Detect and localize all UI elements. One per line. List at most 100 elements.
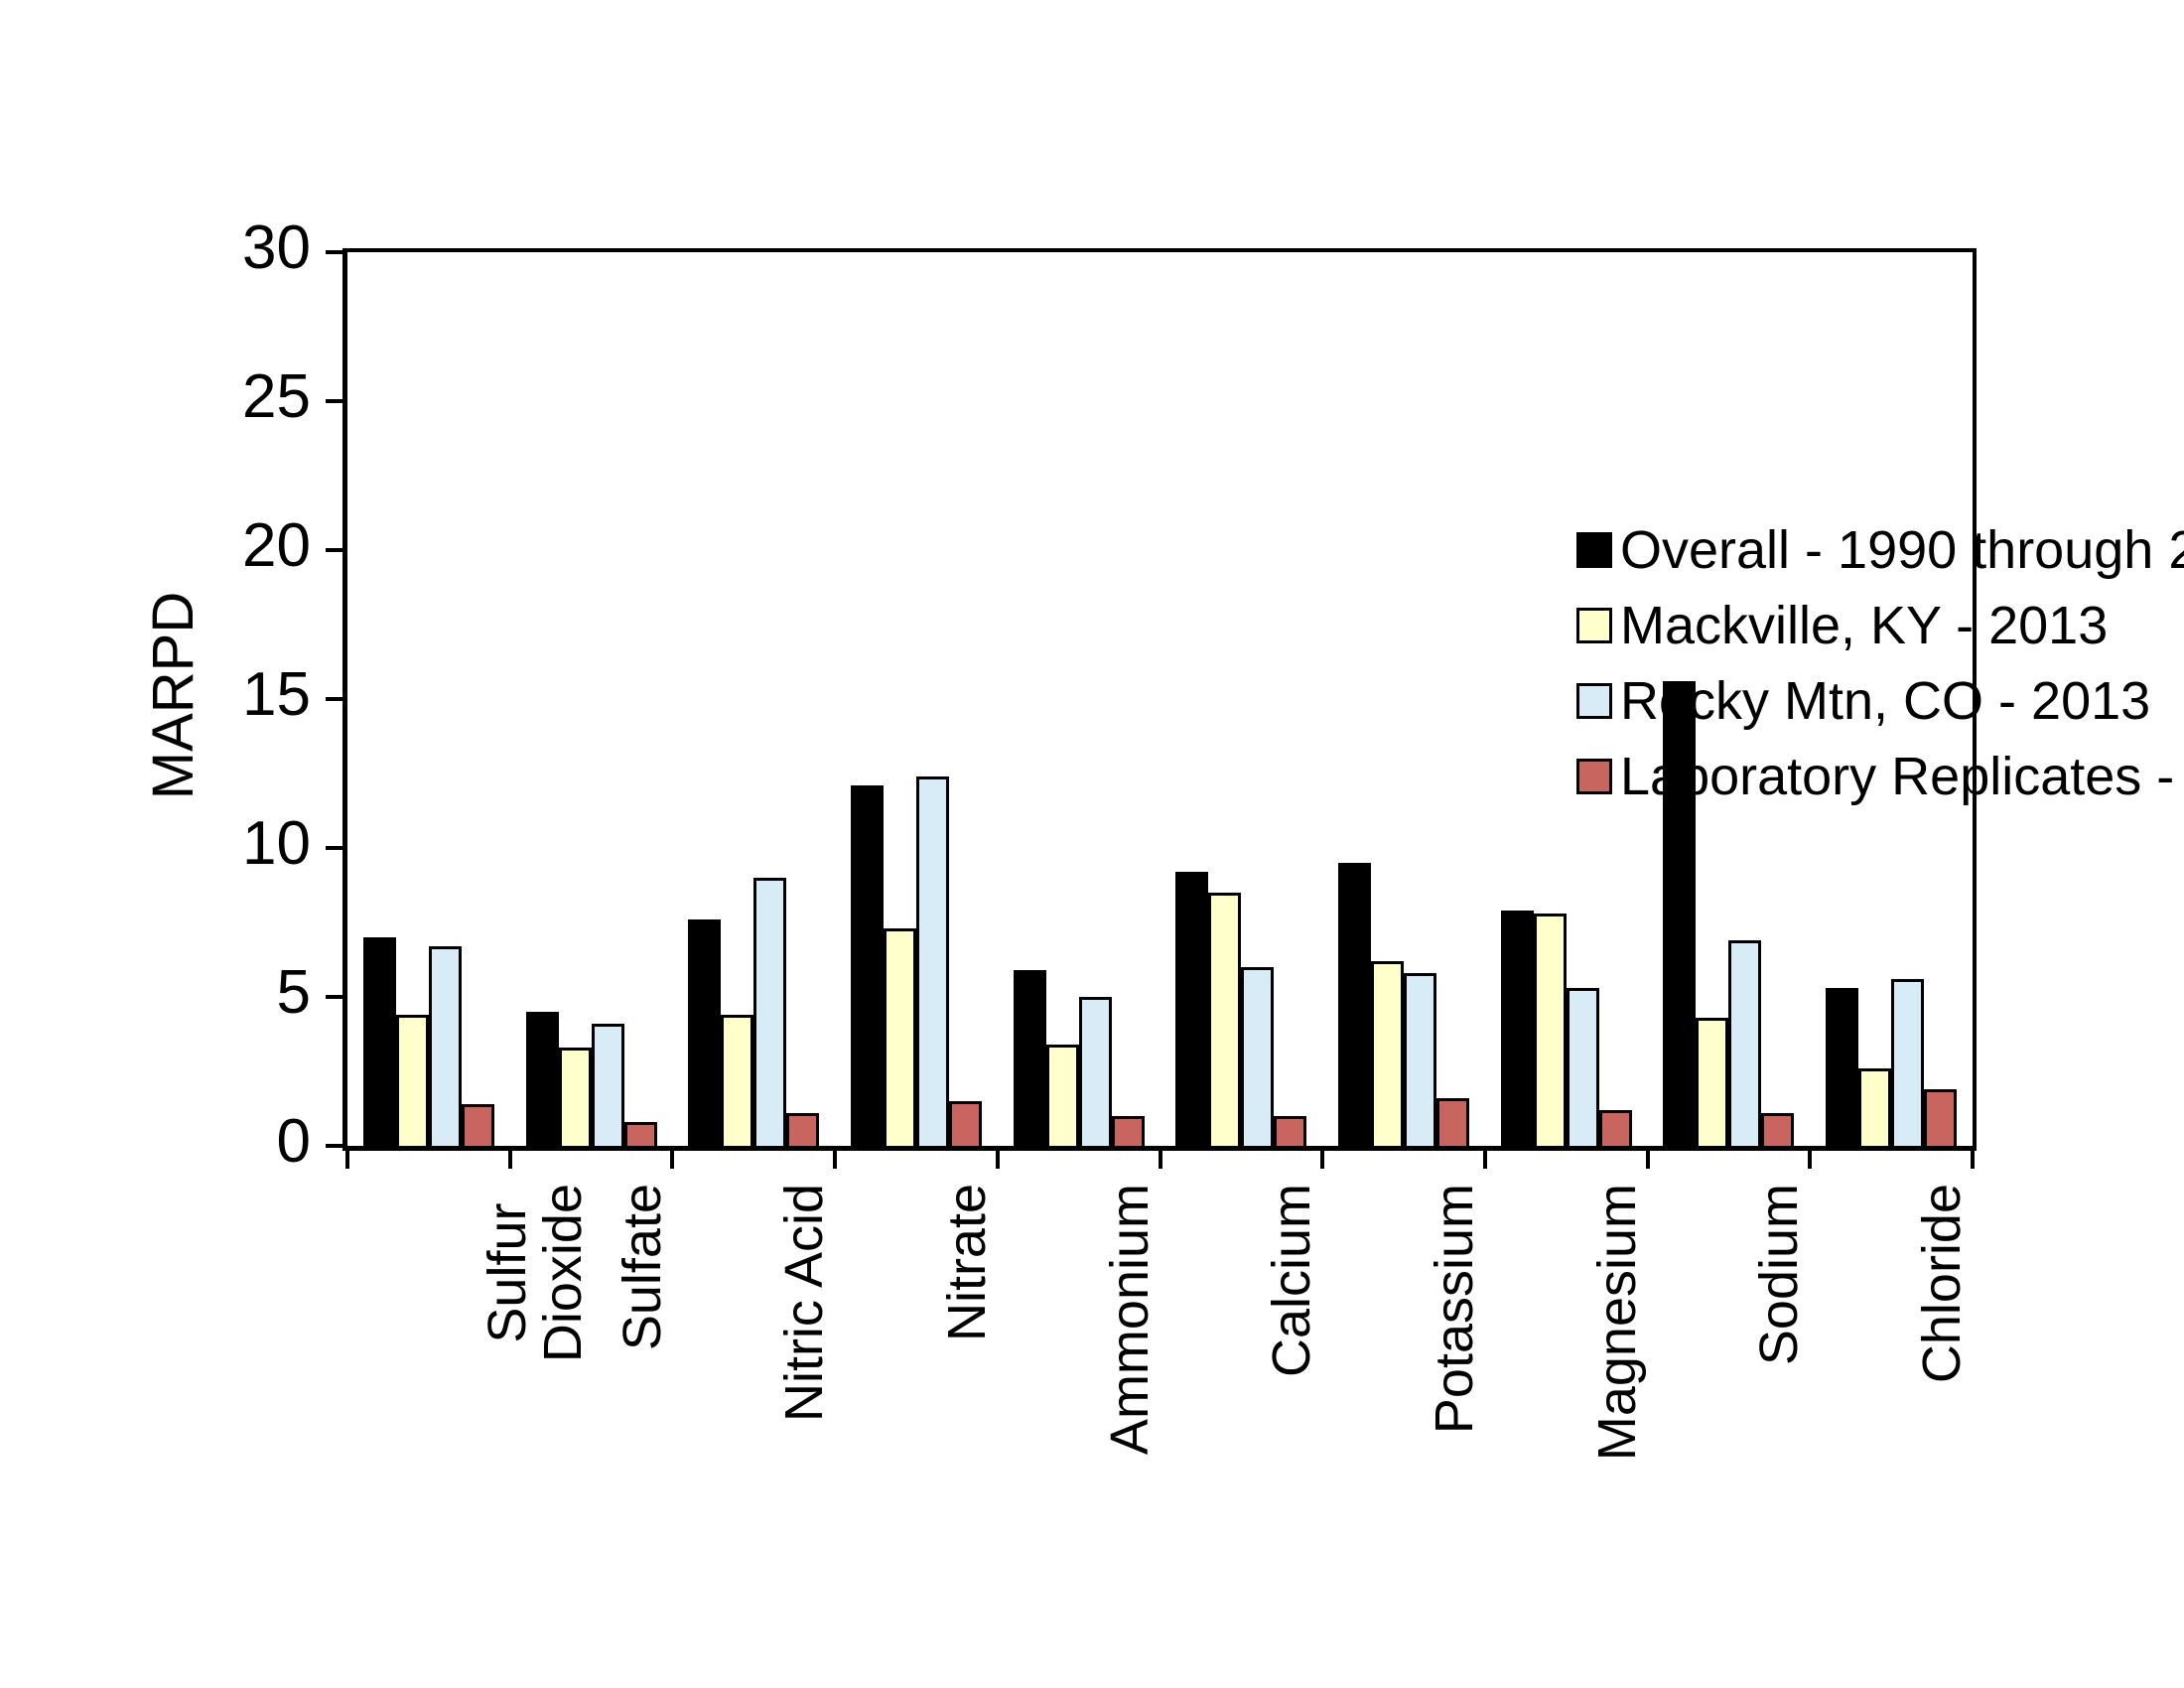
x-category-label: Potassium: [1425, 1184, 1485, 1435]
bar: [1208, 893, 1242, 1146]
bar: [461, 1104, 494, 1146]
bar: [558, 1048, 592, 1146]
x-tick-mark: [1158, 1151, 1162, 1169]
x-tick-mark: [670, 1151, 675, 1169]
bar-group-nitric-acid: [672, 252, 835, 1146]
bar-group-sodium: [1648, 252, 1811, 1146]
bar-group-calcium: [1160, 252, 1323, 1146]
y-tick-mark: [326, 399, 347, 403]
bar: [1013, 970, 1046, 1146]
bar-chart-plot-area: Overall - 1990 through 2012 Mackville, KY…: [326, 248, 2184, 1169]
bar: [915, 776, 949, 1146]
y-tick-mark: [326, 995, 347, 1000]
bar-group-ammonium: [998, 252, 1160, 1146]
x-tick-mark: [1645, 1151, 1650, 1169]
bar: [1338, 863, 1372, 1146]
x-tick-mark: [1971, 1151, 1975, 1169]
bar: [1891, 979, 1925, 1146]
y-tick-label: 20: [242, 511, 311, 580]
legend-label: Laboratory Replicates - 2013: [1620, 747, 2184, 806]
bar: [721, 1015, 754, 1146]
bar: [591, 1024, 624, 1146]
y-tick-label: 30: [242, 213, 311, 282]
bar: [1241, 967, 1275, 1146]
bar-group-chloride: [1810, 252, 1973, 1146]
bar: [1500, 911, 1534, 1146]
bar: [1371, 961, 1405, 1146]
y-tick-mark: [326, 846, 347, 851]
bar-group-magnesium: [1485, 252, 1648, 1146]
bar: [1728, 940, 1762, 1146]
x-category-label: Magnesium: [1586, 1184, 1647, 1462]
x-category-label: Calcium: [1262, 1184, 1322, 1378]
bar: [1078, 997, 1112, 1146]
bar: [1761, 1113, 1795, 1146]
legend-row: Mackville, KY - 2013: [1576, 588, 2184, 663]
x-category-label: Ammonium: [1099, 1184, 1160, 1456]
legend-swatch-icon: [1576, 532, 1612, 568]
y-tick-label: 25: [242, 362, 311, 431]
legend-row: Rocky Mtn, CO - 2013: [1576, 663, 2184, 739]
x-tick-mark: [995, 1151, 1000, 1169]
x-category-label: Nitric Acid: [774, 1184, 835, 1423]
bar: [623, 1122, 657, 1146]
x-tick-mark: [1320, 1151, 1325, 1169]
legend-label: Overall - 1990 through 2012: [1620, 520, 2184, 580]
legend-label: Mackville, KY - 2013: [1620, 596, 2109, 655]
legend-swatch-icon: [1576, 683, 1612, 719]
bar: [850, 785, 884, 1146]
x-tick-mark: [833, 1151, 838, 1169]
x-category-label: Nitrate: [937, 1184, 998, 1342]
legend-row: Laboratory Replicates - 2013: [1576, 739, 2184, 814]
bar: [1175, 872, 1209, 1146]
bar: [1045, 1045, 1079, 1146]
bar: [1663, 681, 1697, 1146]
y-tick-label: 0: [276, 1107, 311, 1176]
chart-legend: Overall - 1990 through 2012 Mackville, KY…: [1576, 512, 2184, 814]
x-category-label: Sulfur Dioxide: [478, 1184, 594, 1363]
bar: [1533, 914, 1567, 1146]
x-category-label: Sulfate: [612, 1184, 672, 1351]
bar: [1924, 1089, 1958, 1146]
x-tick-mark: [1482, 1151, 1487, 1169]
bar-group-sulfate: [510, 252, 673, 1146]
x-category-label: Sodium: [1749, 1184, 1810, 1366]
bar: [428, 946, 462, 1146]
bar: [786, 1113, 820, 1146]
y-tick-mark: [326, 250, 347, 254]
bar: [525, 1012, 559, 1146]
bar: [1566, 988, 1599, 1146]
y-tick-mark: [326, 548, 347, 553]
bar-group-sulfur-dioxide: [347, 252, 510, 1146]
bar: [1598, 1110, 1632, 1146]
bar-group-nitrate: [835, 252, 998, 1146]
x-tick-mark: [507, 1151, 512, 1169]
bar: [1436, 1098, 1470, 1146]
bar: [948, 1101, 982, 1146]
legend-row: Overall - 1990 through 2012: [1576, 512, 2184, 588]
bar: [1826, 988, 1859, 1146]
bar: [1858, 1068, 1892, 1146]
bar: [362, 937, 396, 1146]
bar: [688, 919, 722, 1146]
x-tick-mark: [1808, 1151, 1813, 1169]
legend-swatch-icon: [1576, 608, 1612, 643]
legend-label: Rocky Mtn, CO - 2013: [1620, 671, 2151, 731]
bar: [1274, 1116, 1307, 1146]
bar: [395, 1015, 429, 1146]
bar-groups: [347, 252, 1973, 1146]
bar: [883, 928, 916, 1146]
bar: [1696, 1018, 1729, 1146]
legend-swatch-icon: [1576, 759, 1612, 794]
y-tick-label: 10: [242, 809, 311, 878]
y-tick-mark: [326, 697, 347, 701]
x-tick-mark: [345, 1151, 349, 1169]
x-category-label: Chloride: [1912, 1184, 1973, 1384]
y-tick-mark: [326, 1144, 347, 1148]
y-tick-label: 5: [276, 958, 311, 1027]
bar-group-potassium: [1322, 252, 1485, 1146]
bar: [1404, 973, 1437, 1146]
y-tick-label: 15: [242, 660, 311, 729]
bar: [753, 878, 787, 1146]
